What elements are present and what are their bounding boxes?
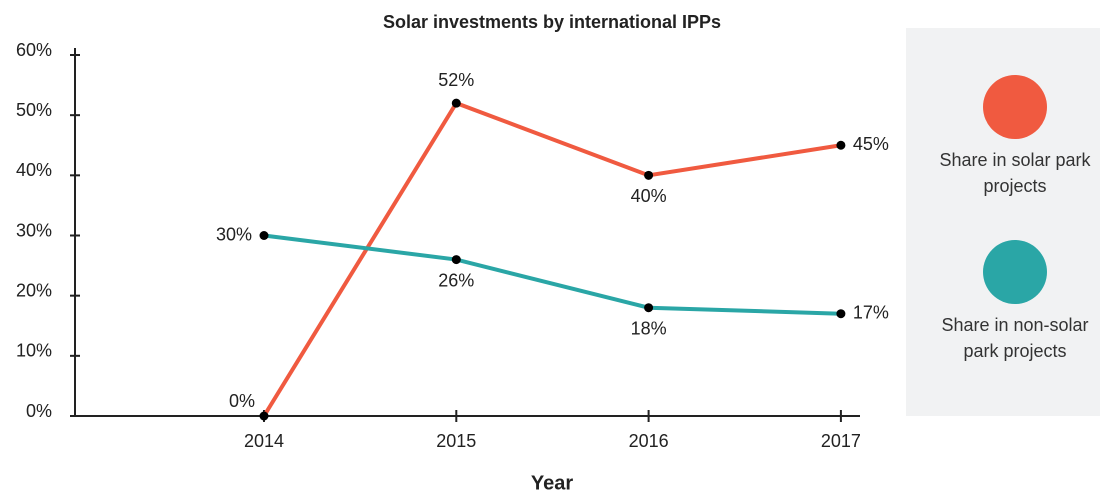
y-tick-label: 30% <box>16 220 52 240</box>
y-tick-label: 40% <box>16 160 52 180</box>
y-tick-label: 50% <box>16 100 52 120</box>
series-line <box>263 233 841 316</box>
y-tick-label: 20% <box>16 280 52 300</box>
y-tick-label: 0% <box>26 401 52 421</box>
data-point <box>644 170 654 180</box>
data-label: 52% <box>438 70 474 90</box>
legend-swatch <box>983 240 1047 304</box>
series-line <box>262 100 842 418</box>
data-label: 40% <box>631 186 667 206</box>
data-point <box>836 309 846 319</box>
data-point <box>836 140 846 150</box>
chart-title: Solar investments by international IPPs <box>383 12 721 32</box>
data-point <box>451 98 461 108</box>
data-label: 18% <box>631 318 667 338</box>
legend-label: Share in non-solar park projects <box>941 315 1089 361</box>
data-point <box>259 231 269 240</box>
data-point <box>451 255 461 265</box>
data-label: 0% <box>229 391 255 411</box>
legend-swatch <box>983 75 1047 139</box>
x-tick-label: 2016 <box>629 431 669 451</box>
data-point <box>259 411 269 421</box>
x-tick-label: 2017 <box>821 431 861 451</box>
data-label: 26% <box>438 270 474 290</box>
data-label: 30% <box>216 224 252 244</box>
data-label: 17% <box>853 302 889 322</box>
x-axis-label: Year <box>531 472 573 494</box>
data-point <box>644 303 654 313</box>
x-tick-label: 2015 <box>436 431 476 451</box>
y-tick-label: 10% <box>16 341 52 361</box>
data-label: 45% <box>853 134 889 154</box>
y-tick-label: 60% <box>16 40 52 60</box>
x-tick-label: 2014 <box>244 431 284 451</box>
legend-label: Share in solar park projects <box>939 150 1091 196</box>
